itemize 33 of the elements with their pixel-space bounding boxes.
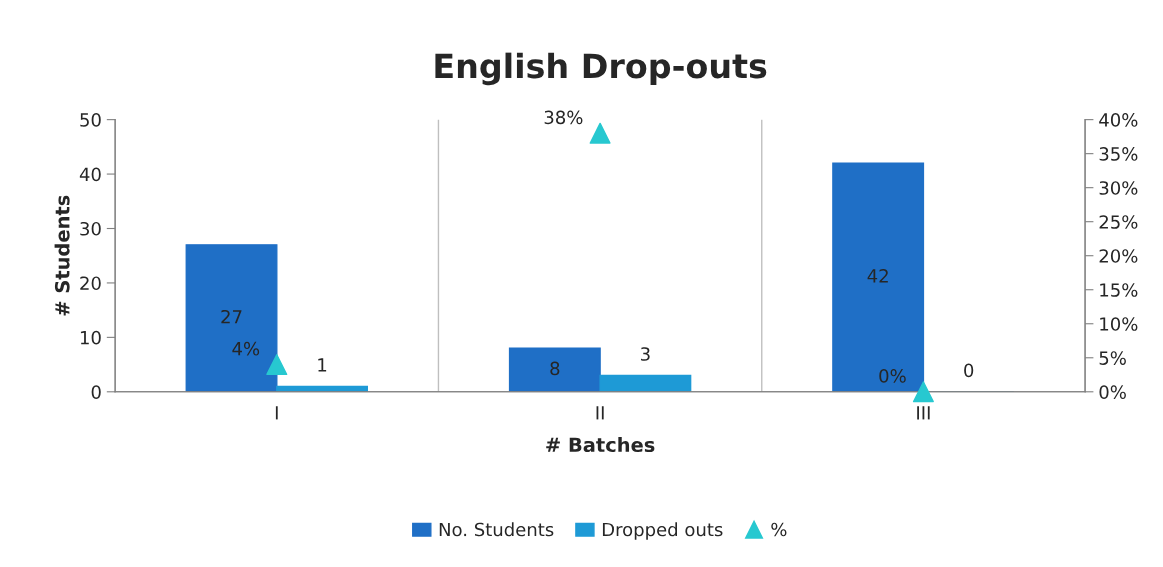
y2-tick-label: 25% (1099, 215, 1138, 229)
y2-tick-label: 20% (1099, 249, 1138, 263)
y2-tick-label: 35% (1099, 147, 1138, 161)
y2-tick-label: 5% (1099, 351, 1126, 365)
data-label: 4% (232, 341, 260, 356)
legend-label: Dropped outs (602, 522, 723, 540)
y2-tick-label: 40% (1099, 113, 1138, 127)
x-tick-label: III (917, 406, 930, 420)
y2-tick-label: 10% (1100, 317, 1138, 331)
legend-label: No. Students (439, 522, 554, 537)
x-axis-title: # Batches (546, 437, 655, 453)
y-tick-label: 20 (80, 276, 101, 291)
y2-tick-label: 30% (1099, 181, 1138, 195)
y2-tick-label: 0% (1099, 385, 1126, 399)
legend-label: % (771, 522, 787, 537)
y-axis-title: # Students (54, 195, 70, 316)
data-label: 0% (879, 369, 906, 383)
data-label: 3 (641, 347, 650, 361)
y-tick-label: 50 (80, 113, 101, 127)
data-label: 27 (221, 309, 242, 324)
chart-title: English Drop-outs (435, 52, 767, 86)
y-tick-label: 0 (91, 385, 101, 399)
data-label: 42 (867, 269, 888, 283)
data-label: 38% (544, 110, 583, 125)
y-tick-label: 10 (80, 330, 101, 345)
y-tick-label: 30 (80, 221, 101, 236)
data-label: 1 (318, 358, 327, 372)
data-label: 8 (550, 361, 560, 376)
y-tick-label: 40 (79, 167, 101, 182)
data-label: 0 (964, 363, 974, 378)
x-tick-label: I (275, 406, 278, 420)
y2-tick-label: 15% (1100, 283, 1138, 297)
x-tick-label: II (596, 406, 604, 420)
